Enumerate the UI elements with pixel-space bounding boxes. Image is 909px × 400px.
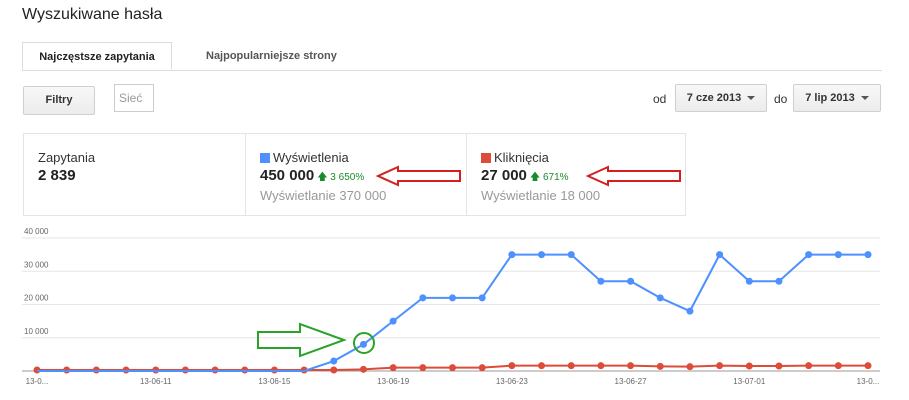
stat-impressions[interactable]: Wyświetlenia 450 000 🡅 3 650% Wyświetlani… (245, 134, 466, 215)
tab-top-pages[interactable]: Najpopularniejsze strony (206, 50, 337, 62)
x-tick-label: 13-06-11 (140, 377, 172, 386)
data-point[interactable] (864, 251, 872, 259)
data-point[interactable] (330, 357, 338, 365)
red-arrow-annotation-icon (585, 165, 681, 187)
series-line (37, 253, 868, 372)
date-to-label: do (774, 92, 788, 106)
stat-queries-label: Zapytania (38, 150, 96, 165)
x-tick-label: 13-06-15 (258, 377, 291, 386)
chevron-down-icon (747, 96, 756, 101)
arrow-up-icon: 🡅 (529, 172, 541, 183)
stat-clicks-change: 671% (542, 172, 569, 183)
performance-chart: 40 000 30 000 20 000 10 000 13-0... 13-06-11… (22, 228, 880, 386)
data-point[interactable] (745, 277, 753, 285)
data-point[interactable] (359, 365, 367, 373)
data-point[interactable] (834, 362, 842, 370)
data-point[interactable] (508, 362, 516, 370)
page-title: Wyszukiwane hasła (22, 6, 163, 23)
highlight-circle-icon (353, 332, 375, 354)
stat-clicks-value: 27 000 (481, 167, 527, 184)
y-tick-label: 20 000 (24, 294, 49, 303)
date-to-value: 7 lip 2013 (805, 92, 855, 104)
data-point[interactable] (419, 364, 427, 372)
data-point[interactable] (597, 277, 605, 285)
data-point[interactable] (449, 294, 456, 302)
data-point[interactable] (567, 362, 575, 370)
stat-impressions-change: 3 650% (330, 172, 365, 183)
data-point[interactable] (716, 362, 724, 370)
y-tick-label: 40 000 (24, 228, 49, 236)
y-tick-label: 10 000 (24, 327, 49, 336)
search-type-field[interactable]: Sieć (114, 84, 154, 112)
green-arrow-annotation-icon (257, 322, 347, 358)
stat-clicks[interactable]: Kliknięcia 27 000 🡅 671% Wyświetlanie 18 … (466, 134, 687, 215)
stat-queries[interactable]: Zapytania 2 839 (24, 134, 245, 215)
date-from-label: od (653, 92, 667, 106)
date-from-select[interactable]: 7 cze 2013 (675, 84, 767, 112)
filters-button[interactable]: Filtry (23, 86, 95, 115)
data-point[interactable] (775, 362, 783, 370)
data-point[interactable] (419, 294, 427, 302)
x-tick-label: 13-06-27 (615, 377, 648, 386)
clicks-color-square-icon (481, 153, 491, 163)
x-tick-label: 13-07-01 (733, 377, 766, 386)
data-point[interactable] (686, 363, 694, 371)
tab-top-queries[interactable]: Najczęstsze zapytania (22, 42, 172, 70)
data-point[interactable] (745, 362, 753, 370)
data-point[interactable] (627, 277, 635, 285)
stat-clicks-sub: Wyświetlanie 18 000 (481, 188, 601, 203)
x-tick-label: 13-06-23 (496, 377, 529, 386)
data-point[interactable] (449, 364, 456, 372)
data-point[interactable] (508, 251, 516, 259)
date-from-value: 7 cze 2013 (686, 92, 742, 104)
data-point[interactable] (805, 362, 813, 370)
data-point[interactable] (538, 362, 546, 370)
x-tick-label: 13-0... (857, 377, 880, 386)
red-arrow-annotation-icon (375, 165, 461, 187)
chevron-down-icon (860, 96, 869, 101)
data-point[interactable] (538, 251, 546, 259)
data-point[interactable] (478, 294, 486, 302)
data-point[interactable] (567, 251, 575, 259)
stat-queries-value: 2 839 (38, 167, 76, 184)
data-point[interactable] (597, 362, 605, 370)
x-tick-label: 13-0... (26, 377, 49, 386)
data-point[interactable] (656, 294, 664, 302)
stat-impressions-value: 450 000 (260, 167, 315, 184)
data-point[interactable] (656, 362, 664, 370)
data-point[interactable] (834, 251, 842, 259)
data-point[interactable] (330, 366, 338, 374)
data-point[interactable] (389, 364, 397, 372)
stat-clicks-label: Kliknięcia (494, 150, 549, 165)
tab-bar: Najczęstsze zapytania Najpopularniejsze … (22, 42, 882, 71)
arrow-up-icon: 🡅 (317, 172, 328, 183)
data-point[interactable] (478, 364, 486, 372)
stat-impressions-label: Wyświetlenia (273, 150, 349, 165)
data-point[interactable] (775, 277, 783, 285)
data-point[interactable] (627, 362, 635, 370)
data-point[interactable] (716, 251, 724, 259)
x-tick-label: 13-06-19 (377, 377, 410, 386)
data-point[interactable] (359, 340, 367, 348)
data-point[interactable] (686, 307, 694, 315)
date-to-select[interactable]: 7 lip 2013 (793, 84, 881, 112)
y-tick-label: 30 000 (24, 260, 49, 269)
data-point[interactable] (864, 362, 872, 370)
impressions-color-square-icon (260, 153, 270, 163)
data-point[interactable] (805, 251, 813, 259)
data-point[interactable] (389, 317, 397, 325)
stats-panel: Zapytania 2 839 Wyświetlenia 450 000 🡅 3 … (23, 133, 686, 216)
stat-impressions-sub: Wyświetlanie 370 000 (260, 188, 387, 203)
